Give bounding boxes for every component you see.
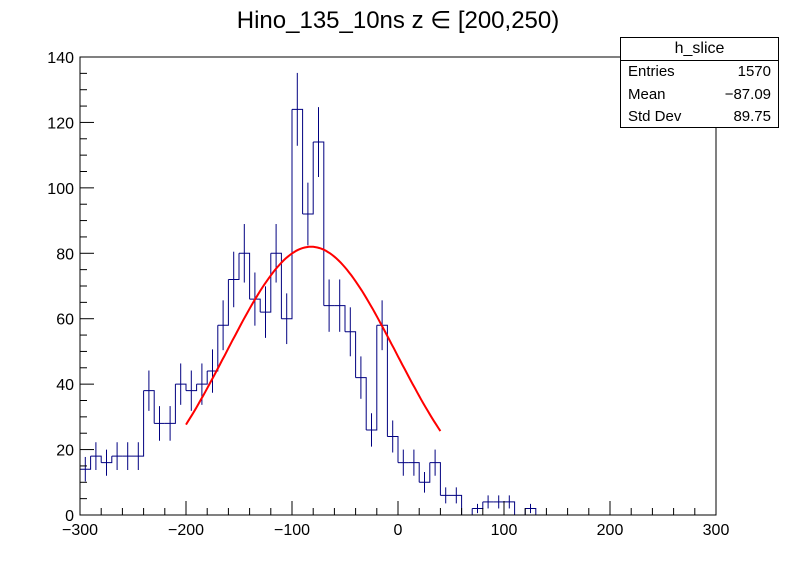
stats-entries-label: Entries [628, 63, 675, 80]
histogram-bin [281, 109, 293, 320]
histogram-bin [419, 462, 431, 483]
y-tick-label: 40 [56, 377, 74, 394]
x-tick-label: 300 [703, 522, 730, 539]
histogram-bin [302, 142, 314, 215]
stats-row-mean: Mean −87.09 [621, 84, 778, 107]
histogram-bin [345, 331, 357, 378]
histogram-bin [133, 390, 145, 457]
x-tick-label: 0 [394, 522, 403, 539]
histogram-bin [175, 383, 187, 391]
stats-row-stddev: Std Dev 89.75 [621, 106, 778, 129]
x-tick-label: −200 [168, 522, 204, 539]
stats-entries-value: 1570 [737, 63, 771, 80]
histogram-bin [101, 456, 113, 464]
histogram-bin [504, 501, 516, 515]
histogram-bin [207, 325, 219, 372]
histogram-bin [260, 253, 272, 313]
histogram-bin [80, 456, 92, 470]
axes-layer: −300 −200 −100 0 100 200 300 0 20 40 60 80 100 120 140 [47, 50, 729, 539]
stats-mean-label: Mean [628, 85, 666, 103]
histogram-bin [143, 390, 155, 424]
stats-stddev-label: Std Dev [628, 108, 682, 125]
y-tick-label: 20 [56, 443, 74, 460]
histogram-bin [90, 455, 102, 463]
histogram-bin [164, 384, 176, 424]
fit-layer [185, 245, 442, 432]
histogram-bin [270, 252, 282, 319]
stats-row-entries: Entries 1570 [621, 61, 778, 84]
histogram-bin [239, 252, 251, 300]
error-bars-layer [84, 72, 531, 514]
stats-box: h_slice Entries 1570 Mean −87.09 Std Dev… [620, 37, 779, 128]
chart-title: Hino_135_10ns z ∈ [200,250) [236, 7, 560, 34]
histogram-bin [217, 279, 229, 326]
x-tick-label: 100 [491, 522, 518, 539]
y-tick-label: 60 [56, 312, 74, 329]
histogram-bin [514, 508, 526, 516]
histogram-bin [228, 253, 240, 280]
histogram-bin [408, 462, 420, 483]
y-tick-label: 80 [56, 246, 74, 263]
histogram-layer [80, 108, 716, 516]
stats-stddev-value: 89.75 [733, 108, 771, 125]
histogram-bin [366, 325, 378, 431]
histogram-bin [249, 298, 261, 313]
histogram-bin [387, 435, 399, 463]
x-tick-label: 200 [597, 522, 624, 539]
stats-title: h_slice [621, 38, 778, 61]
histogram-bin [292, 108, 304, 215]
histogram-bin [334, 305, 346, 332]
y-tick-label: 120 [47, 115, 74, 132]
histogram-bin [461, 508, 473, 516]
histogram-bin [355, 377, 367, 430]
y-tick-label: 0 [65, 508, 74, 525]
histogram-bin [376, 324, 388, 437]
gaussian-fit-curve [185, 245, 442, 432]
histogram-bin [186, 384, 198, 392]
histogram-bin [525, 507, 537, 515]
y-tick-label: 100 [47, 181, 74, 198]
stats-mean-value: −87.09 [724, 85, 771, 103]
y-tick-label: 140 [47, 50, 74, 67]
histogram-bin [429, 462, 441, 496]
x-tick-label: −100 [274, 522, 310, 539]
histogram-bin [196, 371, 208, 385]
histogram-bin [313, 141, 325, 306]
x-tick-label: −300 [62, 522, 98, 539]
